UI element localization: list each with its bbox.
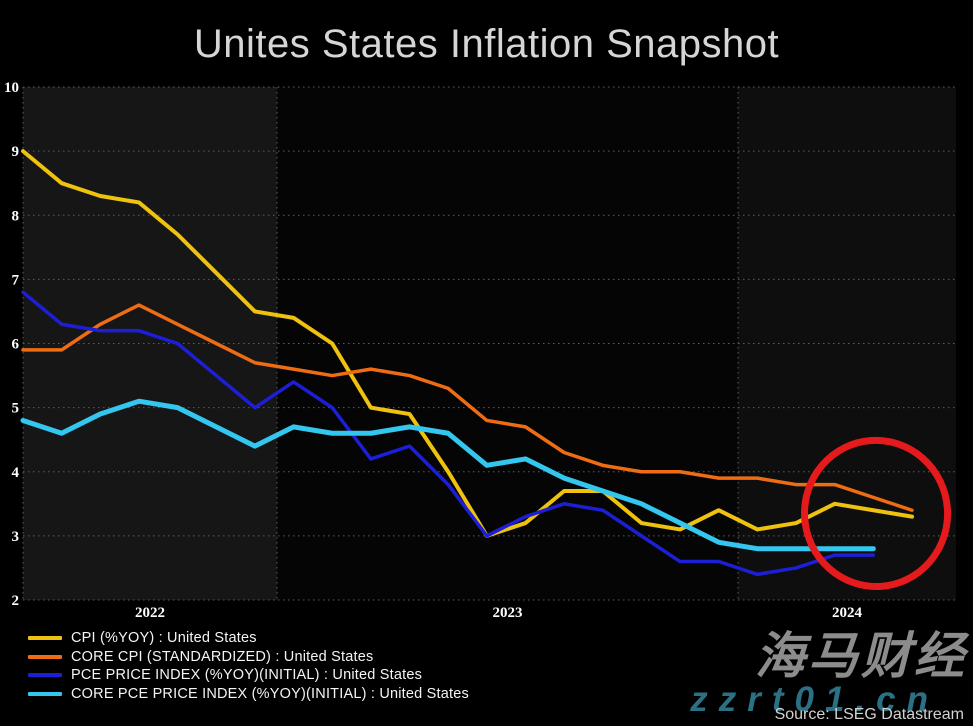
x-axis-year-label: 2023 [493, 605, 523, 621]
legend-label-pce: PCE PRICE INDEX (%YOY)(INITIAL) : United… [71, 667, 423, 684]
legend-item-cpi: CPI (%YOY) : United States [28, 629, 469, 648]
source-note: Source: LSEG Datastream [774, 706, 964, 723]
y-axis-tick-label: 6 [12, 337, 20, 353]
y-axis-tick-label: 2 [12, 593, 20, 609]
y-axis-tick-label: 7 [12, 272, 20, 288]
chart-legend: CPI (%YOY) : United States CORE CPI (STAN… [28, 629, 469, 703]
y-axis-tick-label: 5 [12, 401, 20, 417]
series-line-core-cpi [21, 303, 914, 512]
series-line-cpi [21, 149, 914, 538]
y-axis-tick-label: 8 [12, 208, 20, 224]
legend-swatch-core-pce [28, 692, 62, 697]
legend-item-pce: PCE PRICE INDEX (%YOY)(INITIAL) : United… [28, 666, 469, 685]
legend-label-core-pce: CORE PCE PRICE INDEX (%YOY)(INITIAL) : U… [71, 686, 469, 703]
y-axis-tick-label: 4 [12, 465, 20, 481]
watermark-site: zzrt01.cn [690, 680, 939, 719]
chart-title: Unites States Inflation Snapshot [193, 22, 780, 66]
legend-swatch-cpi [28, 636, 62, 641]
legend-label-core-cpi: CORE CPI (STANDARDIZED) : United States [71, 648, 374, 665]
legend-swatch-pce [28, 673, 62, 678]
y-axis-tick-label: 9 [12, 144, 20, 160]
y-axis-tick-label: 10 [4, 80, 19, 96]
series-line-core-pce [20, 398, 876, 552]
x-axis-year-label: 2022 [135, 605, 165, 621]
legend-swatch-core-cpi [28, 654, 62, 659]
y-axis-tick-label: 3 [12, 529, 20, 545]
legend-label-cpi: CPI (%YOY) : United States [71, 630, 257, 647]
plot-band-2022 [23, 87, 277, 600]
x-axis-year-label: 2024 [832, 605, 863, 621]
series-line-pce [21, 290, 876, 577]
legend-item-core-pce: CORE PCE PRICE INDEX (%YOY)(INITIAL) : U… [28, 685, 469, 704]
legend-item-core-cpi: CORE CPI (STANDARDIZED) : United States [28, 648, 469, 667]
highlight-circle-annotation [801, 436, 952, 591]
watermark-brand: 海马财经 [755, 627, 967, 685]
